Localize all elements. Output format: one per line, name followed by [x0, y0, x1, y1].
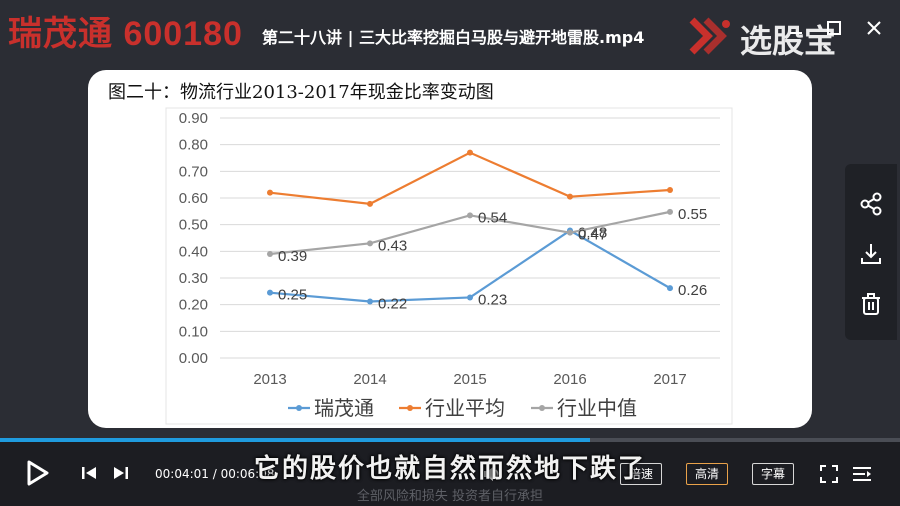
fullscreen-icon[interactable] [820, 465, 838, 483]
brand-mark-icon [689, 17, 730, 55]
subtitle-text: 它的股价也就自然而然地下跌了 [253, 454, 646, 484]
x-tick-label: 2016 [553, 371, 586, 388]
series-line [269, 151, 671, 205]
subtitle-button[interactable]: 字幕 [752, 463, 795, 485]
data-point [667, 285, 673, 292]
data-point [467, 149, 473, 156]
y-tick-label: 0.00 [179, 350, 208, 367]
x-tick-label: 2014 [353, 371, 386, 388]
total-time: 00:06:08 [220, 467, 275, 481]
y-tick-label: 0.30 [179, 270, 208, 287]
subtitle-secondary: 全部风险和损失 投资者自行承担 [356, 489, 544, 504]
y-tick-label: 0.60 [179, 190, 208, 207]
data-point [367, 200, 373, 207]
data-point [267, 251, 273, 257]
side-action-panel [845, 164, 897, 340]
previous-icon[interactable] [80, 464, 98, 482]
download-icon[interactable] [857, 240, 885, 268]
playlist-icon[interactable] [852, 465, 872, 483]
data-label: 0.23 [478, 291, 507, 308]
data-label: 0.39 [278, 248, 307, 265]
series-line [269, 229, 671, 303]
legend-marker [407, 405, 413, 411]
quality-button[interactable]: 高清 [686, 463, 729, 485]
close-icon[interactable] [864, 18, 884, 38]
speed-button[interactable]: 倍速 [620, 463, 663, 485]
chart-frame [165, 107, 733, 425]
legend-label: 瑞茂通 [314, 396, 374, 420]
data-label: 0.43 [378, 237, 407, 254]
stock-title: 瑞茂通 600180 [8, 15, 243, 53]
legend-label: 行业平均 [425, 396, 505, 420]
y-tick-label: 0.80 [179, 137, 208, 154]
data-point [667, 187, 673, 193]
y-tick-label: 0.10 [179, 323, 208, 340]
time-display: 00:04:01 / 00:06:08 [155, 467, 275, 481]
data-point [667, 208, 673, 215]
progress-bar[interactable] [0, 438, 900, 442]
data-label: 0.54 [478, 209, 507, 226]
x-tick-label: 2013 [253, 371, 286, 388]
data-point [567, 229, 573, 236]
share-icon[interactable] [857, 190, 885, 218]
minimize-icon[interactable] [786, 18, 806, 38]
data-point [467, 212, 473, 219]
video-title: 第二十八讲 | 三大比率挖掘白马股与避开地雷股.mp4 [262, 28, 645, 47]
y-tick-label: 0.20 [179, 297, 208, 314]
line-chart: 0.00 0.10 0.20 0.30 0.40 0.50 0.60 0.70 0.80 0.90… [165, 107, 733, 425]
legend-label: 行业中值 [557, 396, 637, 420]
data-point [267, 289, 273, 296]
volume-icon[interactable] [482, 464, 502, 484]
y-tick-label: 0.50 [179, 217, 208, 234]
data-label: 0.26 [678, 282, 707, 299]
legend-marker [539, 405, 545, 411]
x-tick-label: 2015 [453, 371, 486, 388]
data-point [267, 189, 273, 196]
data-point [367, 240, 373, 247]
next-icon[interactable] [112, 464, 130, 482]
brand-logo: 选股宝 [688, 12, 888, 60]
data-label: 0.25 [278, 287, 307, 304]
slide-card: 图二十：物流行业2013-2017年现金比率变动图 0.00 0.10 0.20 0.… [88, 70, 812, 428]
y-tick-label: 0.90 [179, 110, 208, 127]
data-point [567, 193, 573, 200]
current-time: 00:04:01 [155, 467, 209, 481]
delete-icon[interactable] [857, 290, 885, 318]
y-tick-label: 0.40 [179, 243, 208, 260]
brand-name: 选股宝 [740, 22, 837, 60]
control-bar: 00:04:01 / 00:06:08 倍速 高清 字幕 [0, 442, 900, 506]
data-label: 0.47 [578, 227, 607, 244]
maximize-icon[interactable] [824, 18, 844, 38]
data-point [367, 298, 373, 305]
data-point [467, 294, 473, 301]
slide-caption: 图二十：物流行业2013-2017年现金比率变动图 [108, 82, 494, 103]
y-tick-label: 0.70 [179, 163, 208, 180]
legend-marker [296, 405, 302, 411]
play-icon[interactable] [24, 460, 50, 486]
x-tick-label: 2017 [653, 371, 686, 388]
data-label: 0.22 [378, 295, 407, 312]
progress-fill [0, 438, 590, 442]
data-label: 0.55 [678, 206, 707, 223]
